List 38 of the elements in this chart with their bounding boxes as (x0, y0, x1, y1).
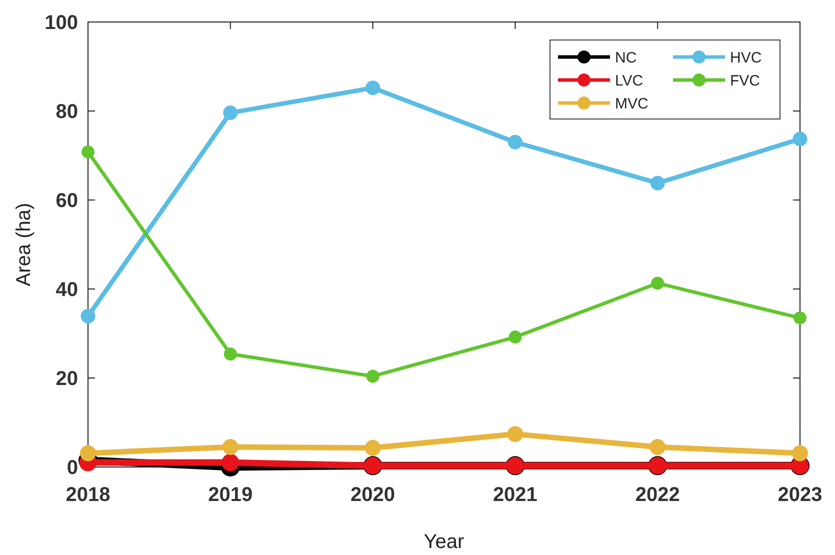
point (222, 454, 240, 472)
point (366, 80, 380, 96)
point (224, 347, 237, 360)
x-tick-label: 2019 (208, 484, 253, 506)
point (364, 440, 381, 456)
point (508, 330, 522, 344)
point (792, 132, 808, 146)
legend-label: NC (615, 49, 637, 66)
x-tick-label: 2023 (778, 484, 822, 506)
point (507, 426, 524, 442)
point (222, 438, 238, 455)
y-tick-label: 80 (56, 101, 78, 123)
point (651, 276, 664, 290)
x-tick-label: 2018 (66, 484, 110, 506)
x-tick-label: 2020 (350, 484, 396, 506)
legend-label: LVC (615, 72, 644, 90)
y-tick-label: 60 (56, 190, 78, 212)
y-tick-label: 20 (56, 368, 78, 390)
point (223, 106, 238, 120)
legend-label: HVC (730, 49, 762, 66)
point (508, 134, 522, 150)
legend-label: MVC (615, 95, 648, 112)
point (82, 145, 94, 158)
legend-label: FVC (730, 72, 760, 90)
y-tick-label: 0 (66, 457, 78, 479)
point (792, 445, 808, 462)
x-tick-label: 2022 (635, 484, 680, 506)
point (366, 370, 380, 383)
point (80, 308, 96, 324)
point (650, 438, 666, 455)
y-tick-label: 100 (44, 12, 78, 34)
point (650, 176, 665, 190)
y-tick-label: 40 (56, 279, 78, 301)
point (794, 311, 806, 324)
y-axis-title: Area (ha) (13, 202, 35, 286)
x-axis-title: Year (424, 531, 465, 553)
point (80, 445, 96, 462)
x-tick-label: 2021 (492, 484, 538, 506)
